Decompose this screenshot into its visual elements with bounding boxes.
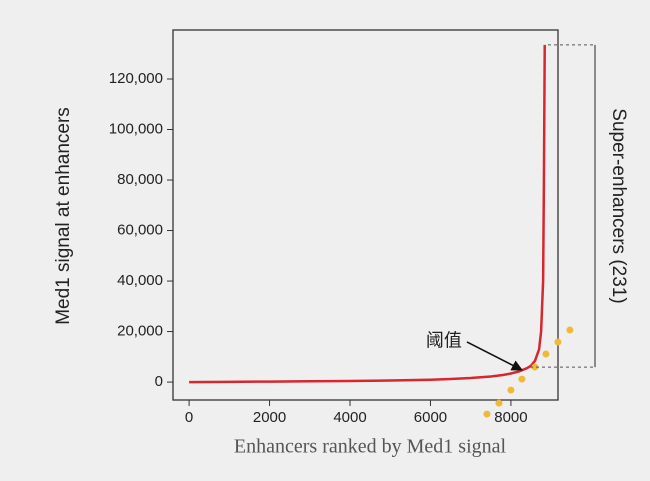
y-tick-label: 20,000 (117, 323, 163, 340)
point (531, 363, 539, 371)
point (495, 399, 503, 407)
point (566, 326, 574, 334)
point (507, 386, 515, 394)
x-axis-label: Enhancers ranked by Med1 signal (234, 436, 507, 458)
x-tick-label: 0 (185, 409, 193, 426)
x-tick-label: 6000 (414, 409, 447, 426)
point (542, 350, 550, 358)
point (518, 375, 526, 383)
y-tick-label: 100,000 (109, 120, 163, 137)
bracket-label: Super-enhancers (231) (608, 108, 629, 303)
annotation-arrow (466, 341, 523, 371)
x-tick-label: 4000 (333, 409, 366, 426)
y-tick-label: 120,000 (109, 70, 163, 87)
point (554, 338, 562, 346)
x-tick-label: 2000 (253, 409, 286, 426)
plot-frame (172, 29, 559, 401)
point (483, 410, 491, 418)
annotation: 阈值 (426, 331, 462, 351)
y-tick-label: 40,000 (117, 272, 163, 289)
x-tick-label: 8000 (494, 409, 527, 426)
y-tick-label: 0 (155, 373, 163, 390)
y-tick-label: 60,000 (117, 222, 163, 239)
y-axis-label: Med1 signal at enhancers (53, 107, 74, 325)
y-tick-label: 80,000 (117, 171, 163, 188)
line (189, 44, 546, 384)
